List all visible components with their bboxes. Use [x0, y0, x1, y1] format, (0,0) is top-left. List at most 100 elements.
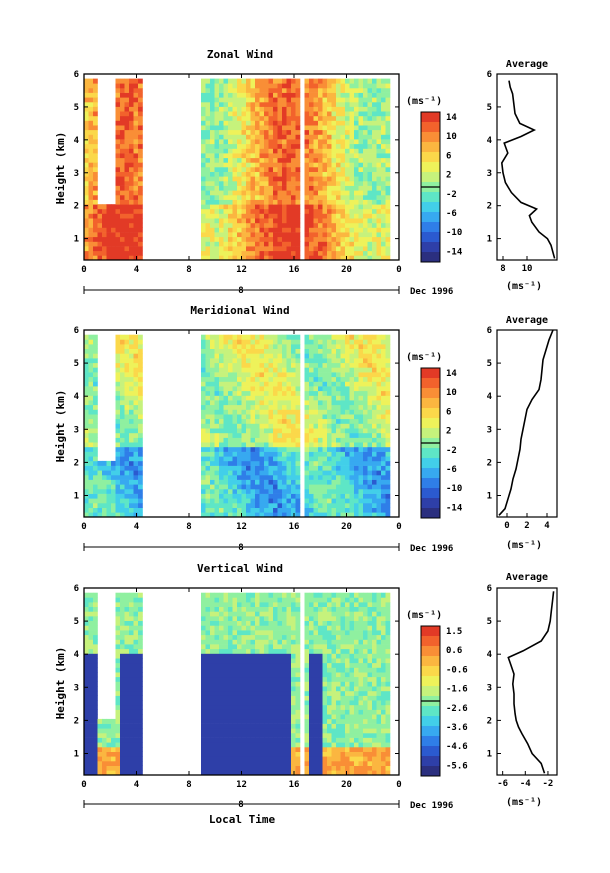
heatmap-cell [286, 176, 292, 182]
heatmap-cell [133, 602, 139, 607]
heatmap-cell [331, 428, 337, 434]
heatmap-cell [318, 474, 323, 480]
heatmap-cell [376, 465, 382, 471]
heatmap-cell [201, 718, 206, 724]
heatmap-cell [295, 498, 301, 504]
heatmap-cell [241, 372, 247, 378]
heatmap-cell [322, 246, 328, 252]
heatmap-cell [291, 474, 296, 480]
heatmap-cell [318, 418, 323, 424]
heatmap-cell [304, 241, 310, 247]
heatmap-cell [120, 227, 125, 233]
heatmap-cell [88, 728, 94, 734]
heatmap-cell [286, 101, 292, 107]
heatmap-cell [318, 512, 323, 518]
heatmap-cell [354, 129, 359, 135]
heatmap-cell [232, 87, 238, 93]
heatmap-cell [372, 185, 377, 191]
heatmap-cell [273, 92, 278, 98]
heatmap-cell [205, 639, 211, 645]
heatmap-cell [264, 255, 269, 261]
heatmap-cell [228, 770, 233, 776]
heatmap-cell [120, 232, 125, 238]
heatmap-cell [282, 423, 287, 429]
heatmap-cell [259, 185, 265, 191]
heatmap-cell [268, 334, 274, 340]
heatmap-cell [363, 474, 368, 480]
heatmap-cell [363, 348, 368, 354]
heatmap-cell [201, 83, 206, 89]
heatmap-cell [376, 78, 382, 84]
heatmap-cell [205, 667, 211, 673]
heatmap-cell [273, 218, 278, 224]
heatmap-cell [340, 78, 346, 84]
heatmap-cell [223, 676, 229, 682]
heatmap-cell [331, 344, 337, 349]
heatmap-cell [102, 751, 107, 757]
heatmap-cell [232, 236, 238, 242]
heatmap-cell [255, 503, 260, 508]
heatmap-cell [237, 653, 242, 659]
heatmap-cell [232, 353, 238, 359]
heatmap-cell [124, 676, 130, 682]
heatmap-cell [358, 470, 364, 476]
heatmap-cell [93, 372, 98, 378]
heatmap-cell [129, 125, 134, 131]
heatmap-cell [93, 390, 98, 396]
heatmap-cell [304, 180, 310, 186]
heatmap-cell [241, 611, 247, 617]
x-tick-label: 8 [186, 522, 191, 532]
heatmap-cell [318, 381, 323, 387]
heatmap-cell [381, 404, 386, 410]
heatmap-cell [264, 498, 269, 504]
heatmap-cell [295, 409, 301, 415]
heatmap-cell [88, 381, 94, 387]
heatmap-cell [124, 78, 130, 84]
heatmap-cell [381, 460, 386, 466]
heatmap-cell [250, 246, 256, 252]
heatmap-cell [115, 484, 121, 490]
heatmap-cell [133, 148, 139, 154]
heatmap-cell [232, 143, 238, 149]
heatmap-cell [102, 465, 107, 471]
heatmap-cell [219, 446, 224, 452]
heatmap-cell [273, 442, 278, 448]
heatmap-cell [376, 236, 382, 242]
heatmap-cell [358, 451, 364, 457]
heatmap-cell [129, 83, 134, 89]
heatmap-cell [93, 232, 98, 238]
heatmap-cell [268, 503, 274, 508]
heatmap-cell [120, 348, 125, 354]
heatmap-cell [88, 747, 94, 752]
heatmap-cell [381, 484, 386, 490]
heatmap-cell [363, 470, 368, 476]
heatmap-cell [138, 714, 143, 720]
heatmap-cell [223, 484, 229, 490]
heatmap-cell [291, 185, 296, 191]
heatmap-cell [327, 222, 332, 228]
heatmap-cell [349, 479, 355, 485]
heatmap-cell [264, 139, 269, 145]
heatmap-cell [259, 465, 265, 471]
heatmap-cell [219, 737, 224, 743]
heatmap-cell [133, 185, 139, 191]
heatmap-cell [363, 409, 368, 415]
heatmap-cell [331, 423, 337, 429]
heatmap-cell [385, 395, 391, 401]
heatmap-cell [219, 686, 224, 692]
heatmap-cell [133, 634, 139, 640]
heatmap-cell [115, 97, 121, 103]
heatmap-cell [201, 723, 206, 729]
heatmap-cell [250, 204, 256, 210]
heatmap-cell [138, 232, 143, 238]
heatmap-cell [259, 199, 265, 205]
heatmap-cell [264, 111, 269, 117]
heatmap-cell [88, 625, 94, 631]
heatmap-cell [336, 176, 341, 182]
heatmap-cell [295, 139, 301, 145]
heatmap-cell [376, 222, 382, 228]
heatmap-cell [88, 479, 94, 485]
heatmap-cell [354, 222, 359, 228]
heatmap-cell [124, 498, 130, 504]
heatmap-cell [286, 512, 292, 518]
